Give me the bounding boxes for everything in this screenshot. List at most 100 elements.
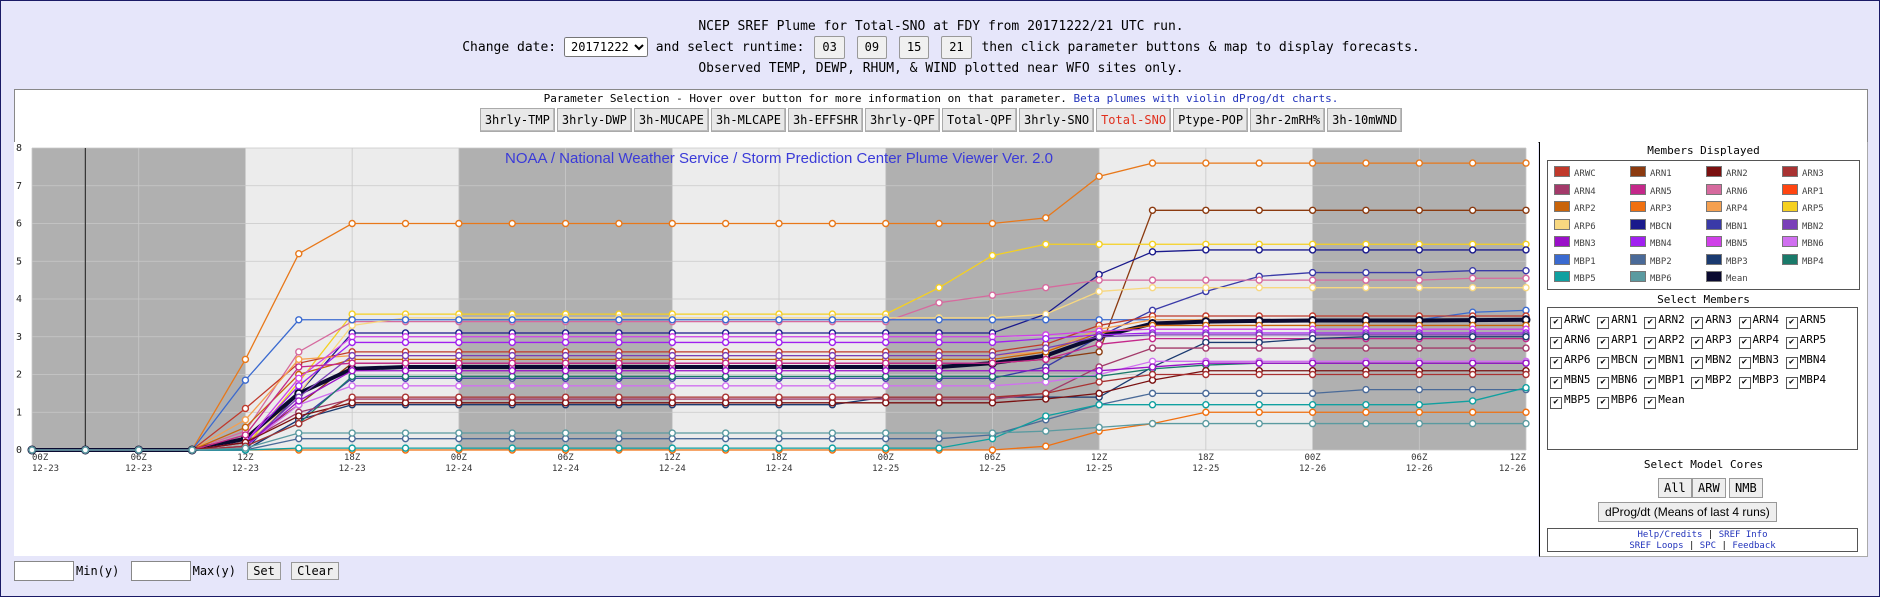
- member-checkbox-mbp6[interactable]: ✔ MBP6: [1597, 390, 1638, 410]
- param-button-3h-mucape[interactable]: 3h-MUCAPE: [633, 108, 709, 132]
- checkbox-icon[interactable]: ✔: [1738, 377, 1751, 389]
- legend-item: ARN3: [1782, 166, 1824, 179]
- member-checkbox-arwc[interactable]: ✔ ARWC: [1550, 310, 1591, 330]
- member-label: MBN3: [1752, 353, 1780, 366]
- checkbox-icon[interactable]: ✔: [1691, 377, 1704, 389]
- x-tick-label: 12-23: [339, 464, 366, 474]
- checkbox-icon[interactable]: ✔: [1597, 377, 1610, 389]
- date-select[interactable]: 20171222: [563, 37, 648, 57]
- member-checkbox-arp3[interactable]: ✔ ARP3: [1691, 330, 1732, 350]
- core-arw-button[interactable]: ARW: [1692, 478, 1726, 498]
- param-button-3hr-2mrh-[interactable]: 3hr-2mRH%: [1250, 108, 1326, 132]
- checkbox-icon[interactable]: ✔: [1785, 357, 1798, 369]
- member-checkbox-arn5[interactable]: ✔ ARN5: [1785, 310, 1826, 330]
- member-checkbox-arn1[interactable]: ✔ ARN1: [1597, 310, 1638, 330]
- checkbox-icon[interactable]: ✔: [1550, 317, 1562, 329]
- member-checkbox-arp6[interactable]: ✔ ARP6: [1550, 350, 1591, 370]
- member-checkbox-mbp2[interactable]: ✔ MBP2: [1691, 370, 1732, 390]
- checkbox-icon[interactable]: ✔: [1644, 357, 1657, 369]
- set-button[interactable]: Set: [247, 562, 281, 580]
- checkbox-icon[interactable]: ✔: [1785, 337, 1798, 349]
- member-checkbox-mbp5[interactable]: ✔ MBP5: [1550, 390, 1591, 410]
- param-button-ptype-pop[interactable]: Ptype-POP: [1173, 108, 1249, 132]
- param-button-3hrly-qpf[interactable]: 3hrly-QPF: [864, 108, 940, 132]
- member-checkbox-mbn1[interactable]: ✔ MBN1: [1644, 350, 1685, 370]
- param-button-3hrly-tmp[interactable]: 3hrly-TMP: [479, 108, 555, 132]
- checkbox-icon[interactable]: ✔: [1691, 357, 1704, 369]
- checkbox-icon[interactable]: ✔: [1644, 337, 1657, 349]
- checkbox-icon[interactable]: ✔: [1738, 337, 1751, 349]
- param-button-3h-effshr[interactable]: 3h-EFFSHR: [787, 108, 863, 132]
- checkbox-icon[interactable]: ✔: [1597, 337, 1610, 349]
- member-checkbox-mbcn[interactable]: ✔ MBCN: [1597, 350, 1638, 370]
- member-checkbox-arp5[interactable]: ✔ ARP5: [1785, 330, 1826, 350]
- param-button-total-qpf[interactable]: Total-QPF: [942, 108, 1018, 132]
- member-checkbox-arn2[interactable]: ✔ ARN2: [1644, 310, 1685, 330]
- checkbox-icon[interactable]: ✔: [1597, 317, 1610, 329]
- member-checkbox-arn4[interactable]: ✔ ARN4: [1738, 310, 1780, 330]
- legend-item: ARP5: [1782, 201, 1824, 214]
- runtime-button-15[interactable]: 15: [898, 36, 930, 59]
- checkbox-icon[interactable]: ✔: [1550, 397, 1562, 409]
- member-checkbox-arn3[interactable]: ✔ ARN3: [1691, 310, 1732, 330]
- x-tick-label: 12-23: [125, 464, 152, 474]
- dprog-button[interactable]: dProg/dt (Means of last 4 runs): [1598, 502, 1777, 522]
- legend-label: ARN3: [1802, 169, 1824, 179]
- member-checkbox-mean[interactable]: ✔ Mean: [1644, 390, 1685, 410]
- member-checkbox-mbp3[interactable]: ✔ MBP3: [1738, 370, 1779, 390]
- member-checkbox-arp1[interactable]: ✔ ARP1: [1597, 330, 1638, 350]
- data-point-mbp1: [828, 316, 837, 324]
- param-button-3hrly-dwp[interactable]: 3hrly-DWP: [556, 108, 632, 132]
- sref-loops-link[interactable]: SREF Loops: [1629, 541, 1684, 551]
- checkbox-icon[interactable]: ✔: [1550, 377, 1562, 389]
- checkbox-icon[interactable]: ✔: [1644, 397, 1657, 409]
- member-checkbox-arp2[interactable]: ✔ ARP2: [1644, 330, 1685, 350]
- checkbox-icon[interactable]: ✔: [1738, 357, 1751, 369]
- param-button-3hrly-sno[interactable]: 3hrly-SNO: [1019, 108, 1095, 132]
- help-credits-link[interactable]: Help/Credits: [1637, 530, 1703, 540]
- runtime-button-09[interactable]: 09: [856, 36, 888, 59]
- runtime-button-21[interactable]: 21: [941, 36, 972, 59]
- param-button-3h-mlcape[interactable]: 3h-MLCAPE: [710, 108, 786, 132]
- member-checkbox-arp4[interactable]: ✔ ARP4: [1738, 330, 1779, 350]
- legend-item: MBP1: [1554, 253, 1596, 267]
- checkbox-icon[interactable]: ✔: [1644, 317, 1657, 329]
- checkbox-icon[interactable]: ✔: [1785, 377, 1798, 389]
- data-point-arn3: [1362, 370, 1370, 379]
- member-checkbox-mbp4[interactable]: ✔ MBP4: [1785, 370, 1826, 390]
- param-button-total-sno[interactable]: Total-SNO: [1096, 108, 1172, 132]
- data-point-mbp2: [1202, 389, 1210, 398]
- checkbox-icon[interactable]: ✔: [1644, 377, 1657, 389]
- member-checkbox-mbn5[interactable]: ✔ MBN5: [1550, 370, 1591, 390]
- checkbox-icon[interactable]: ✔: [1691, 317, 1704, 329]
- param-button-3h-10mwnd[interactable]: 3h-10mWND: [1327, 108, 1403, 132]
- checkbox-icon[interactable]: ✔: [1738, 317, 1751, 329]
- member-checkbox-mbn6[interactable]: ✔ MBN6: [1597, 370, 1638, 390]
- core-all-button[interactable]: All: [1658, 478, 1692, 498]
- member-checkbox-mbn2[interactable]: ✔ MBN2: [1691, 350, 1732, 370]
- checkbox-icon[interactable]: ✔: [1785, 317, 1798, 329]
- member-checkbox-mbn4[interactable]: ✔ MBN4: [1785, 350, 1826, 370]
- checkbox-icon[interactable]: ✔: [1550, 337, 1562, 349]
- checkbox-icon[interactable]: ✔: [1597, 357, 1610, 369]
- checkbox-icon[interactable]: ✔: [1550, 357, 1562, 369]
- data-point-arp5: [935, 283, 943, 292]
- data-point-mbn2: [721, 351, 730, 360]
- clear-button[interactable]: Clear: [291, 562, 340, 580]
- spc-link[interactable]: SPC: [1699, 541, 1717, 551]
- core-nmb-button[interactable]: NMB: [1729, 478, 1763, 498]
- member-label: ARN4: [1752, 313, 1780, 326]
- sref-info-link[interactable]: SREF Info: [1718, 530, 1768, 540]
- member-checkbox-mbp1[interactable]: ✔ MBP1: [1644, 370, 1685, 390]
- checkbox-icon[interactable]: ✔: [1597, 397, 1610, 409]
- checkbox-icon[interactable]: ✔: [1691, 337, 1704, 349]
- feedback-link[interactable]: Feedback: [1732, 541, 1776, 551]
- data-point-mbn4: [935, 338, 943, 347]
- min-y-input[interactable]: [14, 561, 74, 581]
- max-y-input[interactable]: [130, 561, 191, 581]
- beta-plumes-link[interactable]: Beta plumes with violin dProg/dt charts.: [1073, 92, 1339, 105]
- runtime-button-03[interactable]: 03: [814, 36, 845, 59]
- member-checkbox-arn6[interactable]: ✔ ARN6: [1550, 330, 1591, 350]
- data-point-mbp1: [561, 316, 570, 324]
- member-checkbox-mbn3[interactable]: ✔ MBN3: [1738, 350, 1780, 370]
